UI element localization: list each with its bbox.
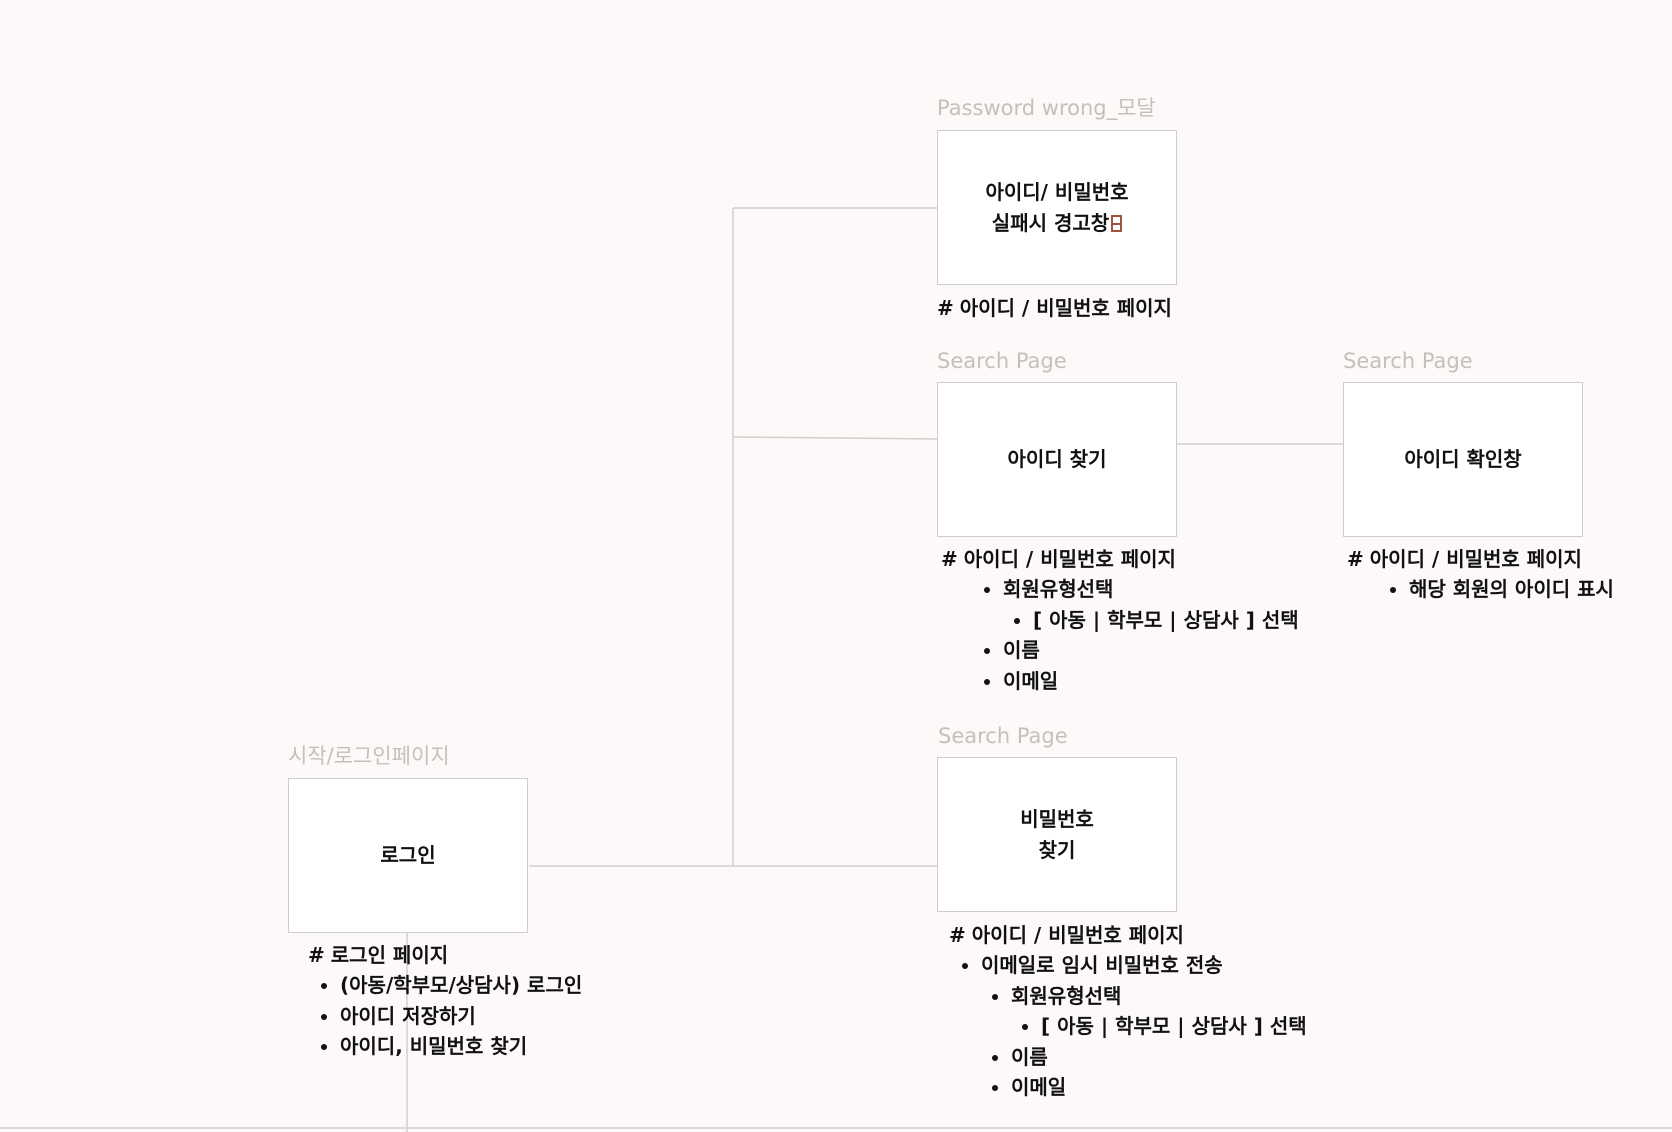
list-item: 아이디, 비밀번호 찾기 — [308, 1031, 582, 1062]
hash-mark: # — [941, 547, 958, 571]
note-pw-wrong: # 아이디 / 비밀번호 페이지 — [937, 293, 1172, 323]
warning-box-icon — [1111, 214, 1123, 232]
frame-find-id[interactable]: 아이디 찾기 — [937, 382, 1177, 537]
list-item: [ 아동 | 학부모 | 상담사 ] 선택 — [941, 605, 1299, 636]
hash-mark: # — [308, 943, 325, 967]
frame-label-pw-wrong: Password wrong_모달 — [937, 96, 1156, 120]
list-item: 이메일 — [949, 1072, 1307, 1103]
frame-text-find-id: 아이디 찾기 — [1007, 447, 1107, 471]
frame-text-pw-wrong: 아이디/ 비밀번호 실패시 경고창 — [985, 177, 1128, 239]
note-list-find-pw: 이메일로 임시 비밀번호 전송 회원유형선택 [ 아동 | 학부모 | 상담사 … — [949, 950, 1307, 1103]
note-title-login: # 로그인 페이지 — [308, 940, 582, 970]
list-item: 해당 회원의 아이디 표시 — [1347, 574, 1614, 605]
frame-login[interactable]: 로그인 — [288, 778, 528, 933]
note-find-id: # 아이디 / 비밀번호 페이지 회원유형선택 [ 아동 | 학부모 | 상담사 … — [941, 544, 1299, 696]
frame-text-login: 로그인 — [380, 843, 436, 867]
list-item: 이메일로 임시 비밀번호 전송 — [949, 950, 1307, 981]
hash-mark: # — [937, 296, 954, 320]
note-title-find-pw: # 아이디 / 비밀번호 페이지 — [949, 920, 1307, 950]
list-item: 회원유형선택 — [949, 981, 1307, 1012]
note-title-find-id: # 아이디 / 비밀번호 페이지 — [941, 544, 1299, 574]
frame-label-login: 시작/로그인페이지 — [288, 744, 450, 768]
note-title-text: 아이디 / 비밀번호 페이지 — [971, 923, 1184, 947]
hash-mark: # — [1347, 547, 1364, 571]
note-title-pw-wrong: # 아이디 / 비밀번호 페이지 — [937, 293, 1172, 323]
frame-text-id-confirm: 아이디 확인창 — [1404, 447, 1522, 471]
frame-text-pw-wrong-content: 아이디/ 비밀번호 실패시 경고창 — [985, 179, 1129, 235]
frame-find-pw[interactable]: 비밀번호 찾기 — [937, 757, 1177, 912]
note-list-find-id: 회원유형선택 [ 아동 | 학부모 | 상담사 ] 선택 이름 이메일 — [941, 574, 1299, 696]
frame-label-find-id: Search Page — [937, 349, 1067, 373]
hash-mark: # — [949, 923, 966, 947]
note-title-id-confirm: # 아이디 / 비밀번호 페이지 — [1347, 544, 1614, 574]
connector-trunk-to-find-id — [732, 436, 938, 440]
note-list-login: (아동/학부모/상담사) 로그인 아이디 저장하기 아이디, 비밀번호 찾기 — [308, 970, 582, 1062]
frame-id-confirm[interactable]: 아이디 확인창 — [1343, 382, 1583, 537]
frame-label-find-pw: Search Page — [938, 724, 1068, 748]
list-item: 이름 — [949, 1042, 1307, 1073]
list-item: (아동/학부모/상담사) 로그인 — [308, 970, 582, 1001]
list-item: 이메일 — [941, 666, 1299, 697]
note-list-id-confirm: 해당 회원의 아이디 표시 — [1347, 574, 1614, 605]
frame-label-id-confirm: Search Page — [1343, 349, 1473, 373]
note-id-confirm: # 아이디 / 비밀번호 페이지 해당 회원의 아이디 표시 — [1347, 544, 1614, 605]
list-item: [ 아동 | 학부모 | 상담사 ] 선택 — [949, 1011, 1307, 1042]
list-item: 회원유형선택 — [941, 574, 1299, 605]
note-title-text: 아이디 / 비밀번호 페이지 — [1369, 547, 1582, 571]
note-title-text: 아이디 / 비밀번호 페이지 — [959, 296, 1172, 320]
note-title-text: 로그인 페이지 — [330, 943, 449, 967]
frame-text-find-pw: 비밀번호 찾기 — [1020, 806, 1094, 862]
note-find-pw: # 아이디 / 비밀번호 페이지 이메일로 임시 비밀번호 전송 회원유형선택 [… — [949, 920, 1307, 1103]
note-title-text: 아이디 / 비밀번호 페이지 — [963, 547, 1176, 571]
note-login: # 로그인 페이지 (아동/학부모/상담사) 로그인 아이디 저장하기 아이디, … — [308, 940, 582, 1062]
list-item: 이름 — [941, 635, 1299, 666]
frame-pw-wrong[interactable]: 아이디/ 비밀번호 실패시 경고창 — [937, 130, 1177, 285]
list-item: 아이디 저장하기 — [308, 1001, 582, 1032]
